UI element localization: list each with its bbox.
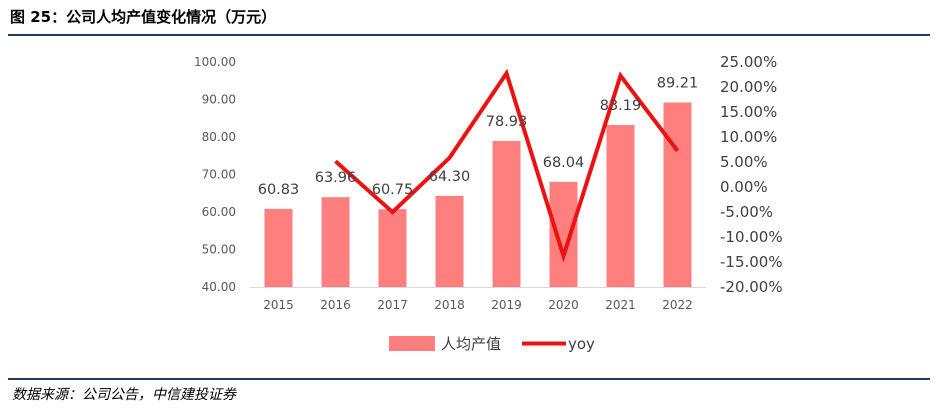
- x-tick-labels: 2015 2016 2017 2018 2019 2020 2021 2022: [263, 298, 693, 312]
- data-label-2016: 63.96: [315, 170, 357, 186]
- title-rule: [8, 34, 930, 36]
- y2-tick-label: -10.00%: [720, 228, 783, 246]
- data-label-2022: 89.21: [657, 75, 699, 91]
- source-note: 数据来源：公司公告，中信建投证券: [12, 387, 236, 403]
- y-tick-label: 100.00: [194, 55, 236, 69]
- y-axis-right: -20.00% -15.00% -10.00% -5.00% 0.00% 5.00% 10.…: [720, 53, 783, 296]
- y2-tick-label: -20.00%: [720, 278, 783, 296]
- y-tick-label: 40.00: [202, 280, 236, 294]
- x-tick-label: 2020: [548, 298, 579, 312]
- y-tick-label: 80.00: [202, 130, 236, 144]
- data-label-2017: 60.75: [372, 182, 414, 198]
- data-label-2015: 60.83: [258, 182, 300, 198]
- y2-tick-label: 15.00%: [720, 103, 777, 121]
- data-label-2020: 68.04: [543, 155, 585, 171]
- data-label-2021: 83.19: [600, 98, 642, 114]
- bar-2020: [549, 181, 578, 287]
- y-tick-label: 60.00: [202, 205, 236, 219]
- y2-tick-label: 25.00%: [720, 53, 777, 71]
- footer-rule: [8, 378, 930, 380]
- y2-tick-label: 0.00%: [720, 178, 768, 196]
- x-tick-label: 2021: [605, 298, 636, 312]
- y-tick-label: 70.00: [202, 168, 236, 182]
- x-tick-label: 2015: [263, 298, 294, 312]
- data-label-2018: 64.30: [429, 169, 471, 185]
- legend-swatch-bar: [389, 336, 435, 351]
- figure-title: 图 25：公司人均产值变化情况（万元）: [10, 8, 277, 26]
- y2-tick-label: 5.00%: [720, 153, 768, 171]
- legend: 人均产值 yoy: [389, 335, 595, 353]
- y2-tick-label: -15.00%: [720, 253, 783, 271]
- bar-2016: [321, 197, 350, 287]
- y2-tick-label: 10.00%: [720, 128, 777, 146]
- x-tick-label: 2016: [320, 298, 351, 312]
- bar-data-labels: 60.83 63.96 60.75 64.30 78.93 68.04 83.19 89.21: [258, 75, 699, 198]
- bar-2017: [378, 209, 407, 287]
- y-tick-label: 50.00: [202, 243, 236, 257]
- bar-2015: [264, 208, 293, 287]
- yoy-line-series: [334, 68, 680, 263]
- bar-2021: [606, 125, 635, 287]
- legend-label-line: yoy: [568, 335, 595, 353]
- y-tick-label: 90.00: [202, 93, 236, 107]
- legend-label-bar: 人均产值: [441, 335, 501, 353]
- x-tick-label: 2017: [377, 298, 408, 312]
- x-tick-label: 2018: [434, 298, 465, 312]
- x-tick-label: 2022: [662, 298, 693, 312]
- bar-series: [264, 102, 692, 288]
- bar-2018: [435, 195, 464, 287]
- y-axis-left: 40.00 50.00 60.00 70.00 80.00 90.00 100.00: [194, 55, 236, 294]
- bar-2022: [663, 102, 692, 288]
- y2-tick-label: 20.00%: [720, 78, 777, 96]
- y2-tick-label: -5.00%: [720, 203, 773, 221]
- bar-2019: [492, 141, 521, 287]
- data-label-2019: 78.93: [486, 114, 528, 130]
- x-tick-label: 2019: [491, 298, 522, 312]
